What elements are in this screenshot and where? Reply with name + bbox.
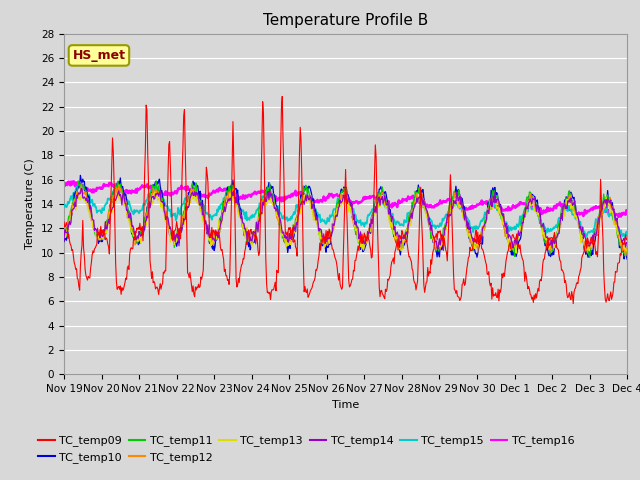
Y-axis label: Temperature (C): Temperature (C)	[26, 158, 35, 250]
TC_temp11	[338, 188, 346, 194]
TC_temp15	[209, 214, 216, 219]
Line: TC_temp10: TC_temp10	[64, 175, 627, 259]
TC_temp15	[184, 195, 192, 201]
Line: TC_temp15: TC_temp15	[64, 184, 627, 238]
TC_temp14	[338, 199, 346, 205]
X-axis label: Time: Time	[332, 400, 359, 409]
TC_temp15	[60, 204, 68, 209]
TC_temp13	[188, 189, 195, 195]
TC_temp12	[622, 253, 630, 259]
TC_temp10	[392, 240, 400, 246]
Title: Temperature Profile B: Temperature Profile B	[263, 13, 428, 28]
TC_temp09	[448, 218, 456, 224]
TC_temp11	[184, 193, 192, 199]
TC_temp14	[449, 205, 456, 211]
TC_temp13	[60, 230, 68, 236]
TC_temp12	[60, 229, 68, 235]
TC_temp15	[623, 232, 631, 238]
TC_temp10	[448, 197, 456, 203]
TC_temp11	[586, 254, 593, 260]
TC_temp16	[392, 203, 400, 208]
TC_temp13	[392, 236, 400, 241]
TC_temp13	[512, 251, 520, 256]
TC_temp14	[60, 237, 68, 243]
TC_temp16	[623, 208, 631, 214]
TC_temp16	[60, 183, 68, 189]
TC_temp11	[209, 236, 216, 242]
TC_temp13	[448, 208, 456, 214]
TC_temp10	[60, 239, 68, 244]
TC_temp16	[448, 198, 456, 204]
TC_temp16	[338, 193, 346, 199]
TC_temp12	[184, 203, 192, 209]
TC_temp12	[392, 237, 400, 243]
TC_temp10	[573, 214, 580, 220]
TC_temp11	[74, 178, 82, 184]
TC_temp12	[623, 248, 631, 254]
TC_temp15	[392, 219, 400, 225]
TC_temp16	[184, 186, 192, 192]
TC_temp13	[209, 241, 216, 247]
TC_temp14	[623, 240, 631, 246]
TC_temp14	[209, 236, 216, 242]
TC_temp10	[184, 190, 192, 195]
Line: TC_temp09: TC_temp09	[64, 96, 627, 304]
TC_temp12	[338, 195, 346, 201]
TC_temp15	[448, 203, 456, 208]
TC_temp16	[209, 190, 216, 195]
TC_temp14	[392, 231, 400, 237]
TC_temp10	[338, 186, 346, 192]
Line: TC_temp16: TC_temp16	[64, 181, 627, 217]
Line: TC_temp11: TC_temp11	[64, 181, 627, 257]
TC_temp15	[338, 196, 346, 202]
TC_temp11	[60, 230, 68, 236]
TC_temp13	[573, 213, 581, 218]
TC_temp15	[74, 181, 82, 187]
TC_temp12	[77, 182, 85, 188]
Line: TC_temp14: TC_temp14	[64, 189, 627, 249]
TC_temp15	[621, 235, 628, 241]
TC_temp09	[570, 301, 577, 307]
TC_temp13	[184, 203, 191, 209]
TC_temp11	[392, 240, 400, 246]
TC_temp09	[60, 219, 68, 225]
TC_temp09	[278, 94, 286, 99]
TC_temp14	[573, 212, 581, 218]
Legend: TC_temp09, TC_temp10, TC_temp11, TC_temp12, TC_temp13, TC_temp14, TC_temp15, TC_: TC_temp09, TC_temp10, TC_temp11, TC_temp…	[34, 431, 579, 468]
TC_temp16	[70, 179, 77, 184]
TC_temp14	[77, 186, 85, 192]
TC_temp11	[623, 249, 631, 255]
TC_temp10	[77, 172, 84, 178]
TC_temp13	[623, 246, 631, 252]
TC_temp14	[184, 204, 192, 210]
TC_temp14	[434, 246, 442, 252]
TC_temp10	[623, 256, 631, 262]
TC_temp15	[573, 216, 580, 222]
TC_temp11	[573, 216, 580, 221]
Line: TC_temp13: TC_temp13	[64, 192, 627, 253]
TC_temp09	[184, 270, 191, 276]
TC_temp09	[338, 287, 346, 292]
TC_temp09	[623, 236, 631, 242]
Line: TC_temp12: TC_temp12	[64, 185, 627, 256]
TC_temp10	[209, 246, 216, 252]
TC_temp09	[208, 225, 216, 230]
TC_temp16	[573, 211, 580, 216]
Text: HS_met: HS_met	[72, 49, 125, 62]
TC_temp09	[392, 242, 400, 248]
TC_temp12	[209, 241, 216, 247]
TC_temp16	[615, 214, 623, 220]
TC_temp11	[448, 194, 456, 200]
TC_temp09	[573, 280, 581, 286]
TC_temp12	[448, 199, 456, 205]
TC_temp13	[338, 201, 346, 207]
TC_temp12	[573, 214, 580, 220]
